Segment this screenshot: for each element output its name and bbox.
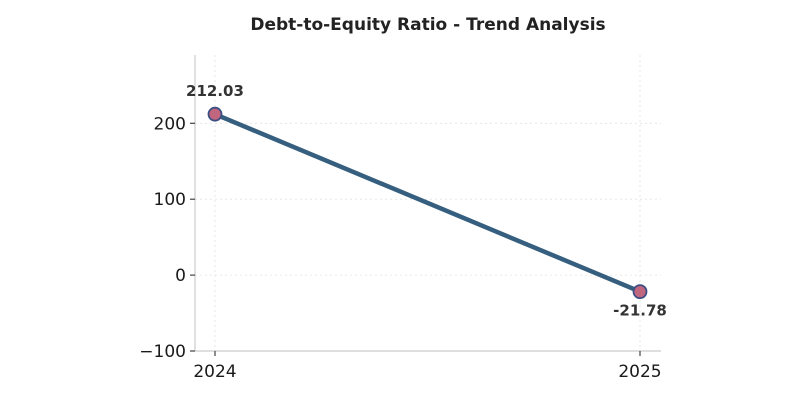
ticks: −100 0 100 200 2024 2025 (139, 114, 661, 382)
data-point (632, 284, 648, 300)
data-point (207, 106, 223, 122)
series (207, 106, 648, 300)
x-tick-label: 2025 (618, 362, 661, 382)
y-tick-label: 0 (175, 266, 186, 286)
y-tick-label: 200 (154, 114, 186, 134)
y-tick-label: −100 (139, 342, 186, 362)
chart-title: Debt-to-Equity Ratio - Trend Analysis (250, 15, 605, 35)
x-tick-label: 2024 (193, 362, 236, 382)
data-label: 212.03 (186, 82, 244, 100)
y-tick-label: 100 (154, 190, 186, 210)
data-label: -21.78 (613, 302, 667, 320)
grid (195, 55, 661, 352)
series-line (212, 111, 643, 294)
data-labels: 212.03 -21.78 (186, 82, 667, 319)
axes (194, 55, 661, 352)
